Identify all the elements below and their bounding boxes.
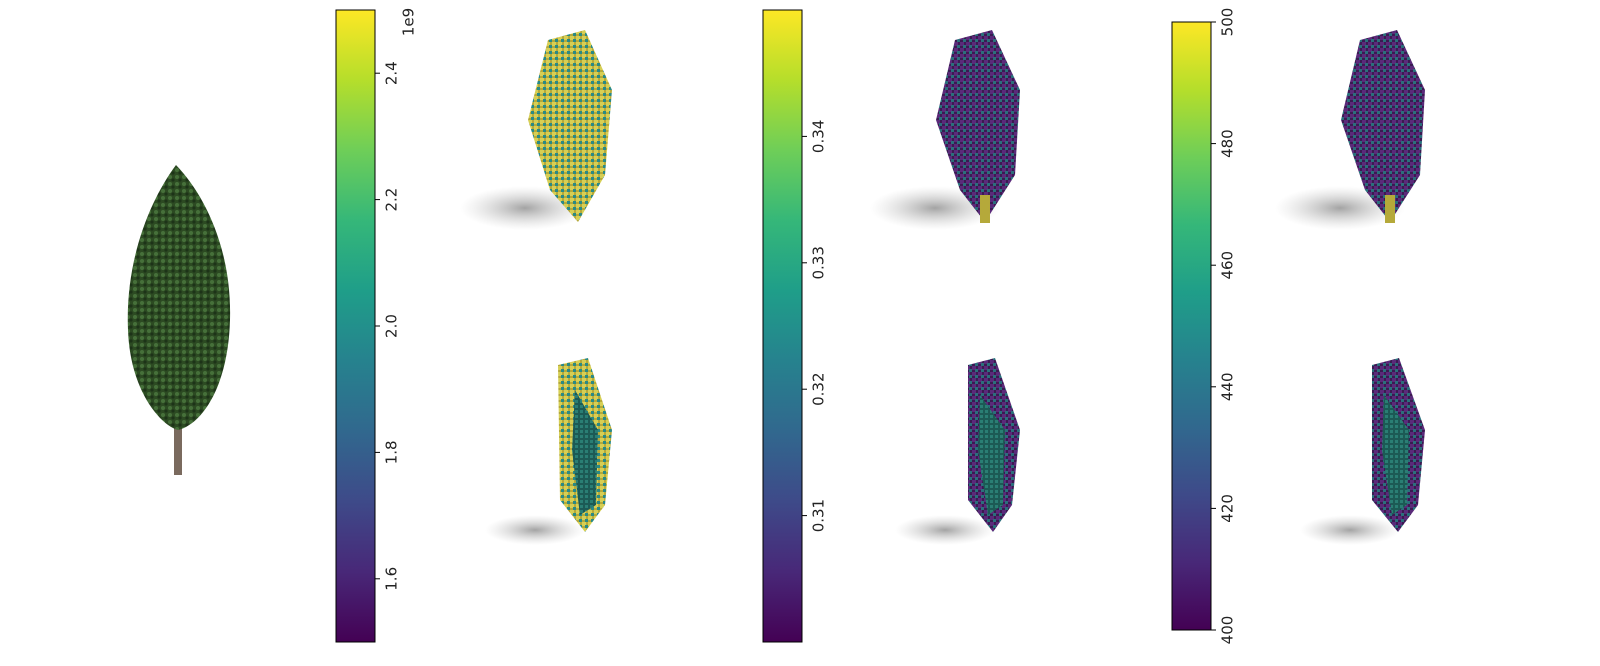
tick-label: 2.0 <box>383 314 401 338</box>
offset-label: 1e9 <box>400 8 418 36</box>
tick-label: 0.34 <box>810 120 828 153</box>
tick-label: 2.2 <box>383 188 401 212</box>
tick-label: 500 <box>1219 8 1237 37</box>
tick-label: 2.4 <box>383 61 401 85</box>
colorbar <box>335 9 376 643</box>
colorbar <box>1171 21 1212 631</box>
tick-label: 1.6 <box>383 567 401 591</box>
tree-render <box>127 165 231 475</box>
tick-label: 0.32 <box>810 372 828 405</box>
voxel-renders <box>460 30 1425 545</box>
tick-label: 0.31 <box>810 499 828 532</box>
tick-label: 400 <box>1219 616 1237 645</box>
tick-label: 0.33 <box>810 246 828 279</box>
tick-label: 480 <box>1219 129 1237 158</box>
tick-label: 460 <box>1219 251 1237 280</box>
tick-label: 420 <box>1219 494 1237 523</box>
tick-label: 1.8 <box>383 440 401 464</box>
colorbar <box>762 9 803 643</box>
tick-label: 440 <box>1219 372 1237 401</box>
